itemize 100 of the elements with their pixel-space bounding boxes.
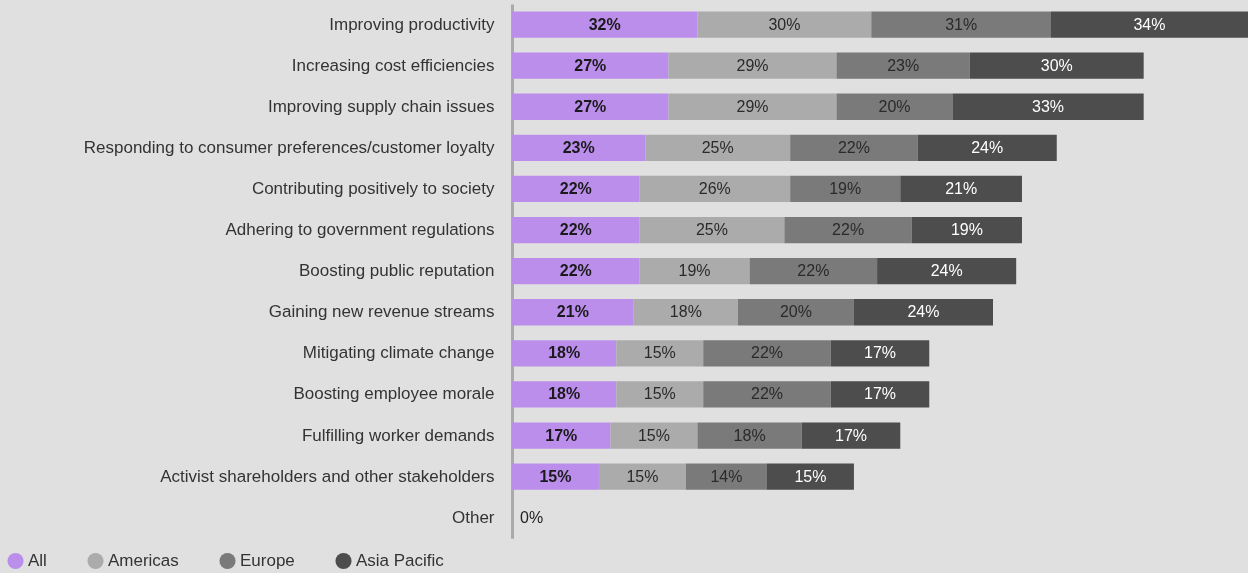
bar [512,258,640,285]
y-tick-label: Increasing cost efficiencies [291,55,495,75]
data-label: 24% [930,262,963,280]
data-label: 22% [837,138,870,156]
bar [639,258,750,285]
bar [749,258,878,285]
bar [877,258,1017,285]
data-label: 0% [520,508,544,526]
data-label: 14% [710,467,743,485]
bar [836,93,953,120]
bar [645,134,791,161]
legend-label: Europe [240,551,295,571]
data-label: 22% [750,385,783,403]
bar [512,175,640,203]
data-label: 18% [548,385,581,403]
bar [871,11,1051,38]
bar [512,299,634,326]
bar [790,134,918,161]
bar [668,93,837,120]
data-label: 22% [832,221,865,239]
y-tick-label: Activist shareholders and other stakeholders [160,466,495,486]
y-tick-label: Boosting public reputation [299,261,495,281]
bar [703,381,831,408]
data-label: 21% [556,303,589,321]
bar [616,340,704,367]
bar [697,11,872,38]
bar [969,52,1144,79]
y-tick-label: Mitigating climate change [302,343,495,363]
data-label: 25% [701,138,734,156]
bar [697,422,802,449]
bar [836,52,970,79]
bar [512,340,617,367]
bar [766,463,854,490]
data-label: 19% [678,262,711,280]
bar [512,11,698,38]
data-label: 30% [768,15,801,33]
bar [668,52,837,79]
bar [512,134,646,161]
data-label: 19% [829,179,862,197]
data-label: 15% [643,344,676,362]
data-label: 15% [794,467,827,485]
bar [610,422,698,449]
data-label: 24% [971,138,1004,156]
bar [512,52,669,79]
data-label: 17% [864,385,896,403]
bar [598,463,686,490]
y-tick-label: Improving supply chain issues [267,96,495,116]
data-label: 18% [733,426,766,444]
bar [911,216,1022,244]
data-label: 22% [797,262,830,280]
data-label: 15% [539,467,572,485]
data-label: 20% [878,97,911,115]
y-tick-label: Other [452,507,495,527]
bar [900,175,1022,203]
data-label: 22% [559,179,592,197]
bar [512,422,611,449]
bar [512,463,599,490]
bar [790,175,901,203]
data-label: 17% [864,344,896,362]
data-label: 27% [574,56,607,74]
bar [853,299,994,326]
bar [685,463,767,490]
y-tick-label: Adhering to government regulations [225,220,495,240]
data-label: 33% [1032,97,1065,115]
bar [830,381,930,408]
y-tick-label: Gaining new revenue streams [268,302,495,322]
bar [703,340,831,367]
data-label: 29% [736,56,769,74]
legend-label: Americas [108,551,179,571]
y-tick-label: Fulfilling worker demands [301,425,495,445]
data-label: 24% [907,303,940,321]
data-label: 22% [559,262,592,280]
bar [952,93,1144,120]
data-label: 18% [548,344,581,362]
legend-label: All [28,551,47,571]
bar [1050,11,1248,38]
data-label: 20% [779,303,812,321]
data-label: 15% [637,426,670,444]
data-label: 17% [835,426,868,444]
bar [738,299,854,326]
data-label: 23% [887,56,920,74]
bar [784,216,912,244]
data-label: 30% [1040,56,1073,74]
bar [512,381,617,408]
data-label: 19% [950,221,983,239]
data-label: 32% [588,15,621,33]
y-tick-label: Boosting employee morale [293,384,495,404]
data-label: 27% [574,97,607,115]
bar [616,381,704,408]
data-label: 18% [669,303,702,321]
bar [512,93,669,120]
bar [512,216,640,244]
legend-label: Asia Pacific [356,551,445,571]
data-label: 15% [643,385,676,403]
data-label: 21% [945,179,978,197]
data-label: 34% [1133,15,1166,33]
data-label: 25% [695,221,728,239]
data-label: 17% [545,426,578,444]
data-label: 26% [698,179,731,197]
data-label: 22% [559,221,592,239]
